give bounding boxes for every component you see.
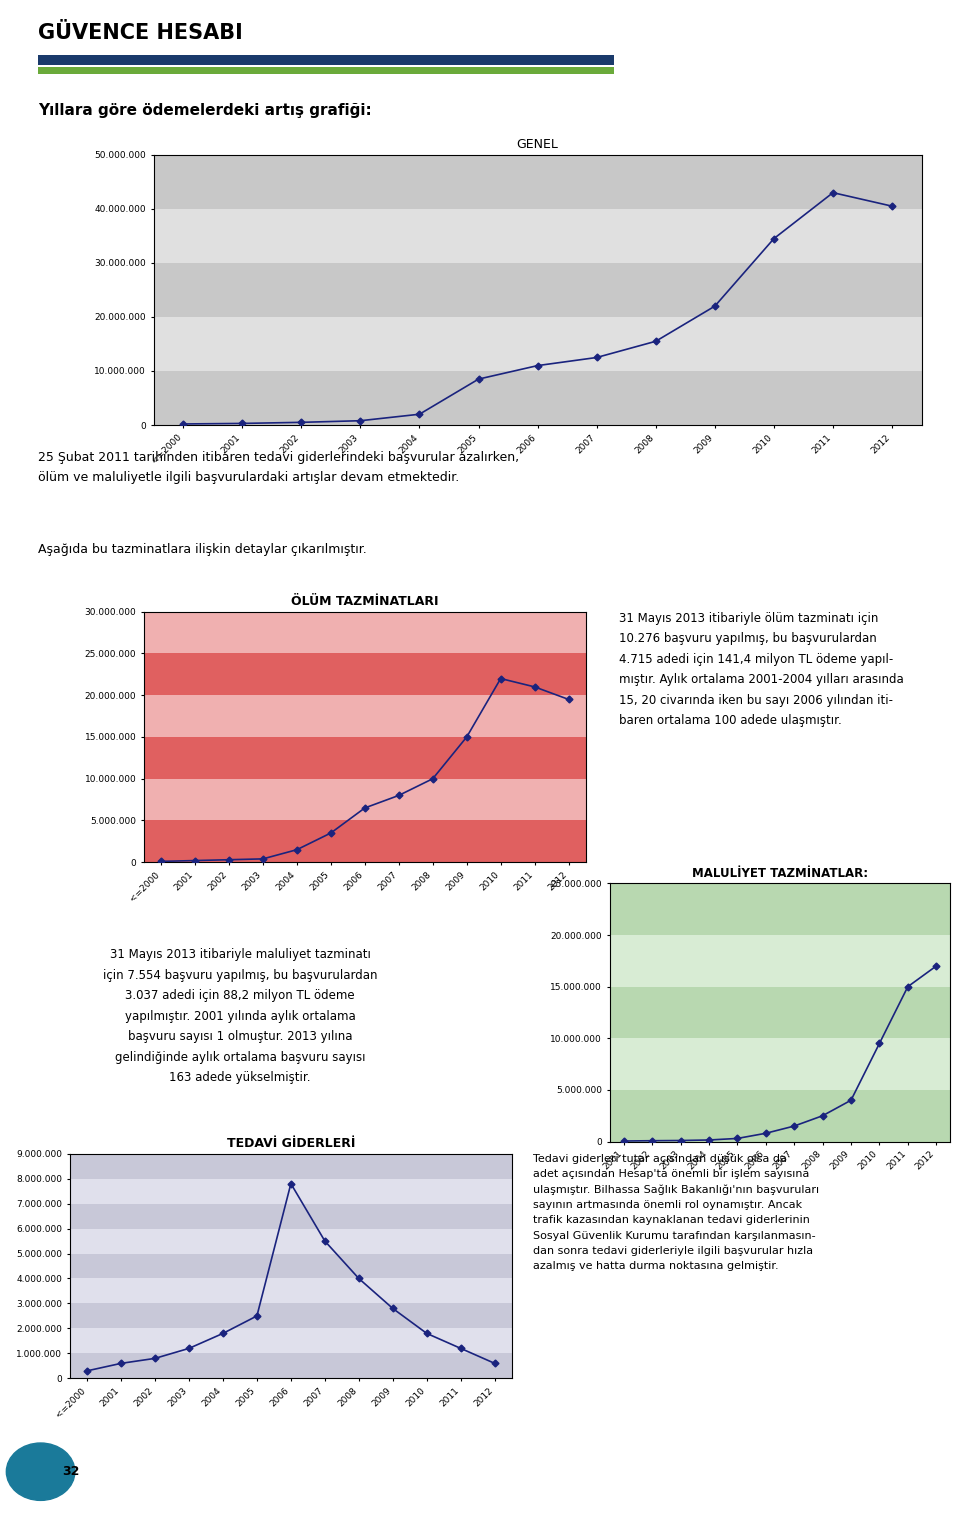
Title: GENEL: GENEL xyxy=(516,138,559,150)
Text: 31 Mayıs 2013 itibariyle ölüm tazminatı için
10.276 başvuru yapılmış, bu başvuru: 31 Mayıs 2013 itibariyle ölüm tazminatı … xyxy=(619,612,904,727)
Title: TEDAVİ GİDERLERİ: TEDAVİ GİDERLERİ xyxy=(227,1137,355,1149)
Text: 31 Mayıs 2013 itibariyle maluliyet tazminatı
için 7.554 başvuru yapılmış, bu baş: 31 Mayıs 2013 itibariyle maluliyet tazmi… xyxy=(103,949,377,1084)
Bar xyxy=(610,1090,950,1142)
Bar xyxy=(144,653,586,695)
Bar xyxy=(144,738,586,779)
Bar xyxy=(70,1228,512,1254)
Bar xyxy=(144,612,586,653)
Bar xyxy=(154,263,922,317)
Text: Aşağıda bu tazminatlara ilişkin detaylar çıkarılmıştır.: Aşağıda bu tazminatlara ilişkin detaylar… xyxy=(38,543,367,557)
Bar xyxy=(610,883,950,935)
Bar xyxy=(70,1304,512,1328)
Text: GÜVENCE HESABI: GÜVENCE HESABI xyxy=(38,23,243,44)
Bar xyxy=(144,820,586,862)
Bar xyxy=(144,695,586,738)
Title: MALULİYET TAZMİNATLAR:: MALULİYET TAZMİNATLAR: xyxy=(692,867,868,879)
Bar xyxy=(610,1038,950,1090)
Bar xyxy=(70,1154,512,1178)
Bar xyxy=(70,1178,512,1204)
Bar xyxy=(144,779,586,820)
Text: Tedavi giderleri tutar açısından düşük olsa da
adet açısından Hesap'ta önemli bi: Tedavi giderleri tutar açısından düşük o… xyxy=(533,1154,819,1271)
Text: 32: 32 xyxy=(62,1465,80,1479)
Bar xyxy=(610,935,950,987)
Bar xyxy=(154,155,922,209)
Bar xyxy=(70,1254,512,1278)
Bar xyxy=(70,1278,512,1304)
Bar xyxy=(154,317,922,370)
Bar xyxy=(70,1354,512,1378)
Bar xyxy=(70,1328,512,1354)
Bar xyxy=(154,370,922,425)
Circle shape xyxy=(7,1444,75,1500)
Bar xyxy=(154,209,922,263)
Bar xyxy=(610,987,950,1038)
Text: 25 Şubat 2011 tarihinden itibaren tedavi giderlerindeki başvurular azalırken,
öl: 25 Şubat 2011 tarihinden itibaren tedavi… xyxy=(38,451,519,484)
Bar xyxy=(70,1204,512,1228)
Text: Yıllara göre ödemelerdeki artış grafiği:: Yıllara göre ödemelerdeki artış grafiği: xyxy=(38,103,372,118)
Title: ÖLÜM TAZMİNATLARI: ÖLÜM TAZMİNATLARI xyxy=(291,595,439,607)
